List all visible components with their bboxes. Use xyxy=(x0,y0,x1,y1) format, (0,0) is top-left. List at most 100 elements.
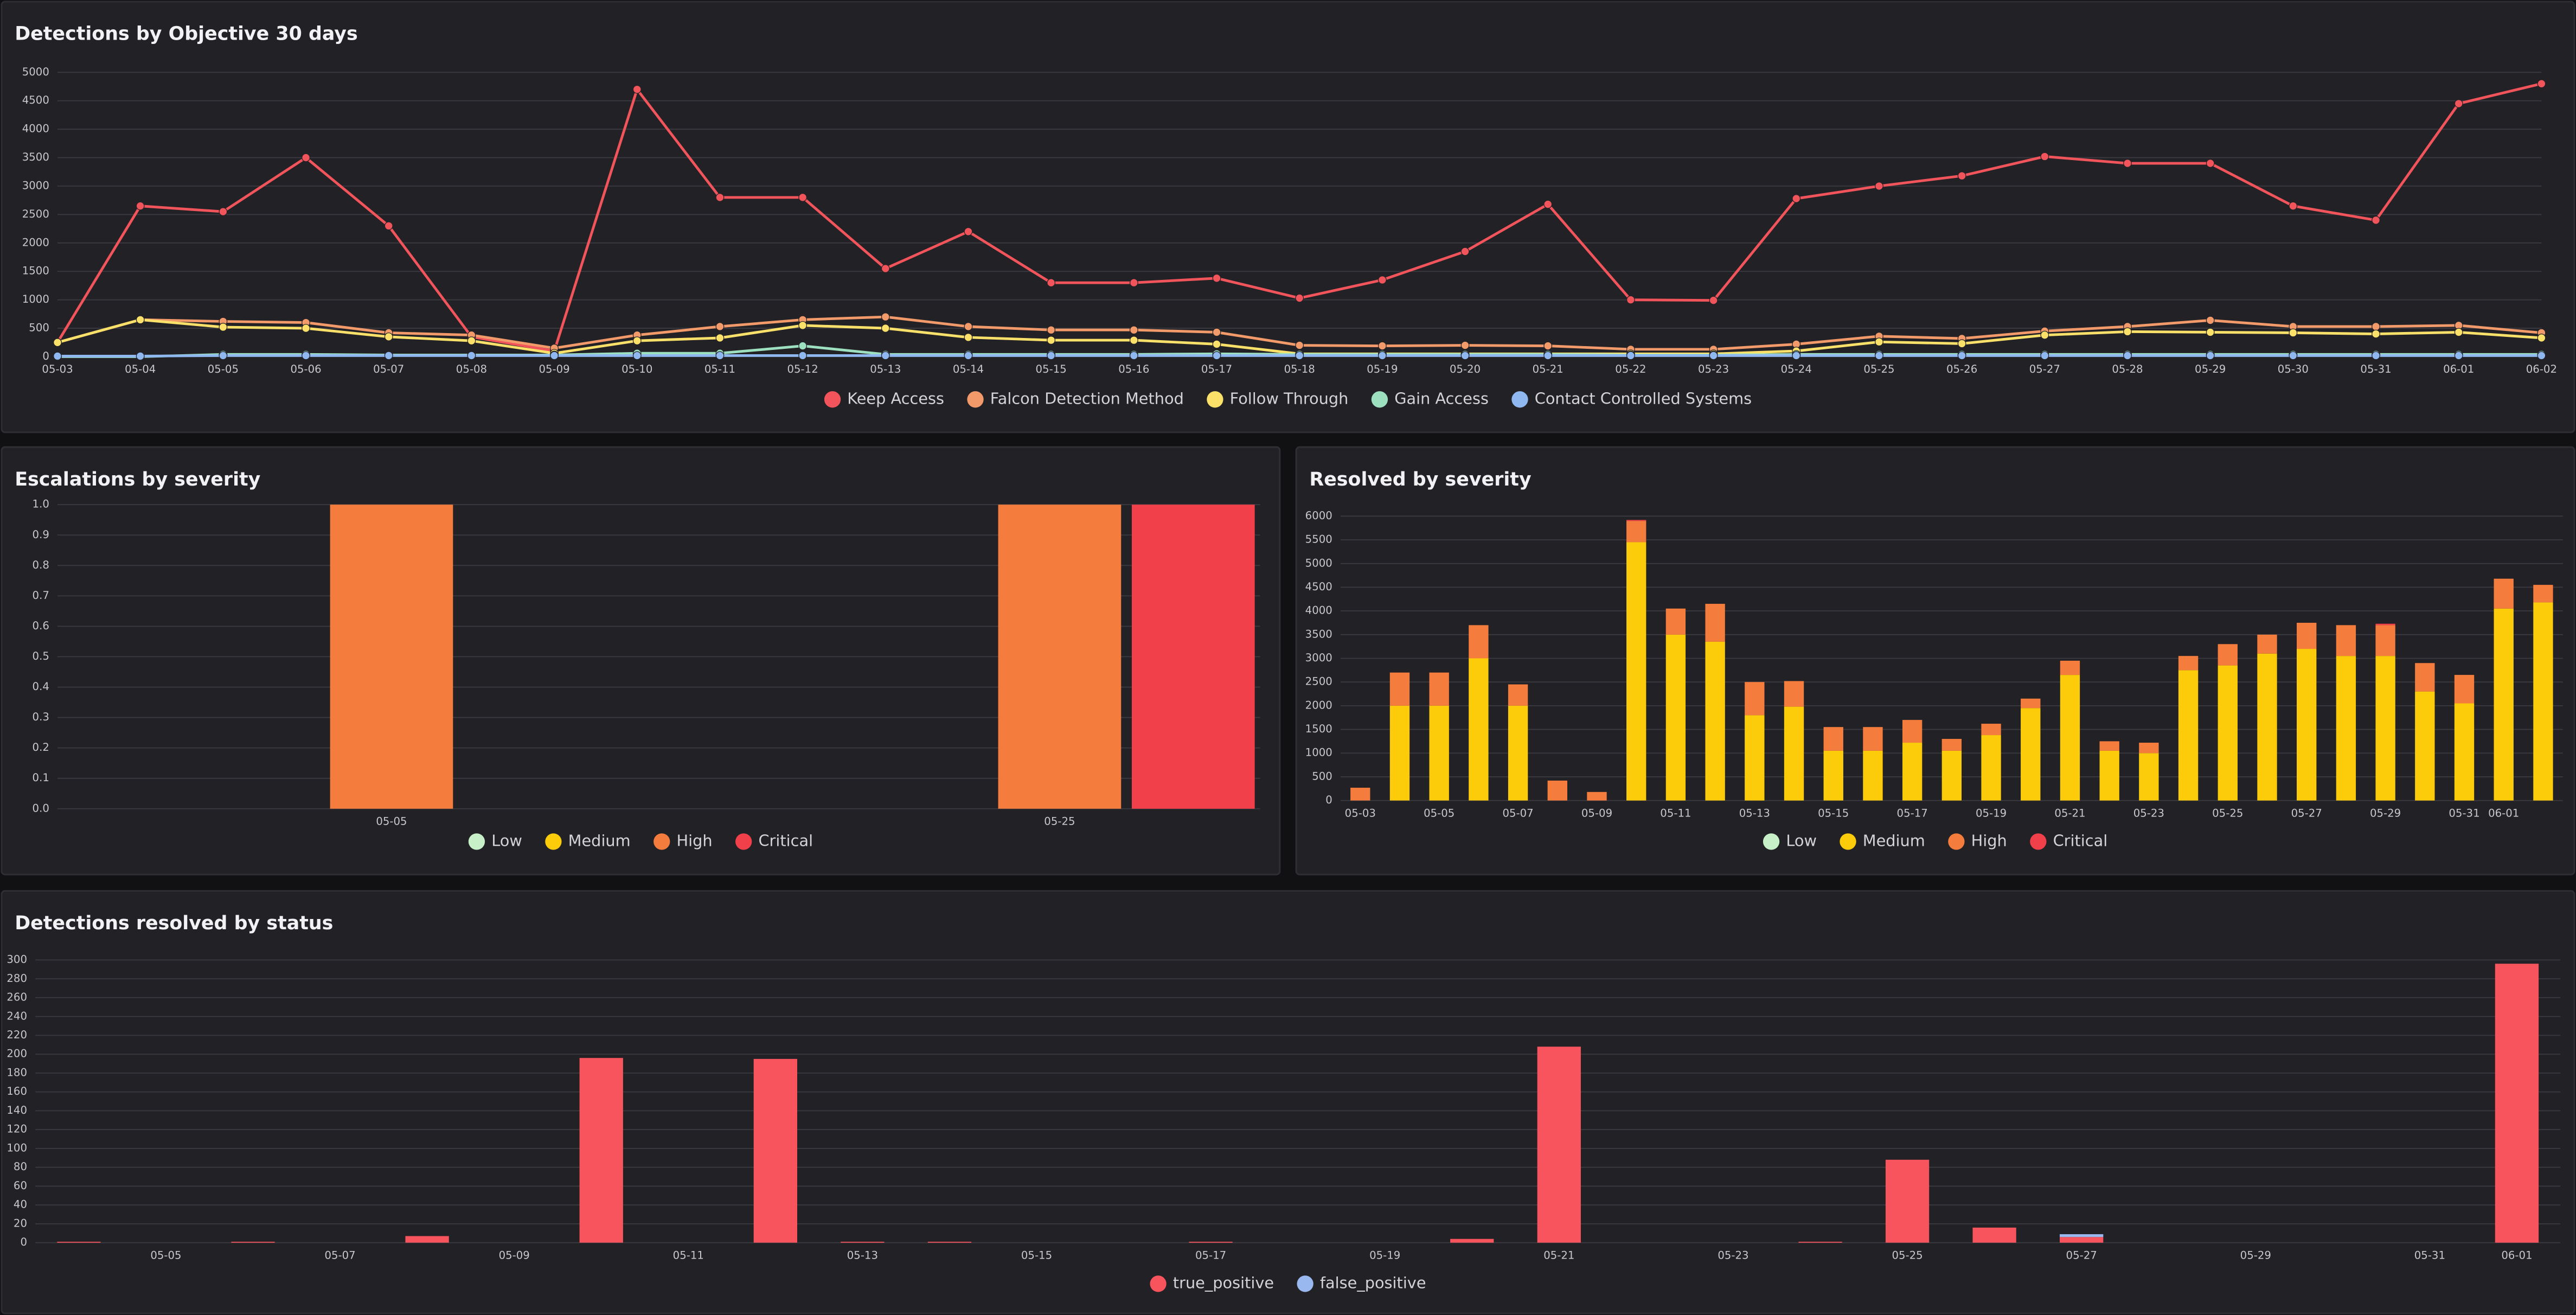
data-point xyxy=(2289,351,2298,360)
x-tick-label: 05-09 xyxy=(539,363,569,375)
x-tick-label: 05-25 xyxy=(1863,363,1894,375)
legend-label: Critical xyxy=(758,831,813,850)
bar-segment xyxy=(2454,703,2475,801)
x-tick-label: 05-05 xyxy=(376,815,407,827)
bar-segment xyxy=(2257,634,2277,654)
bar-segment xyxy=(1902,743,1923,801)
bar-segment xyxy=(1537,1046,1581,1243)
x-tick-label: 05-15 xyxy=(1818,807,1849,819)
bar-segment xyxy=(405,1236,449,1243)
x-tick-label: 06-01 xyxy=(2488,807,2519,819)
y-tick-label: 4000 xyxy=(22,123,49,135)
x-tick-label: 05-11 xyxy=(704,363,735,375)
legend-label: Medium xyxy=(1863,831,1925,850)
data-point xyxy=(715,334,725,342)
legend-swatch xyxy=(2030,833,2047,850)
legend-label: Keep Access xyxy=(847,389,944,407)
bar-segment xyxy=(2139,753,2159,801)
bar-segment xyxy=(1863,750,1883,801)
bar-segment xyxy=(2454,675,2475,704)
x-tick-label: 05-27 xyxy=(2291,807,2322,819)
data-point xyxy=(964,322,973,331)
x-tick-label: 05-03 xyxy=(1345,807,1376,819)
data-point xyxy=(881,351,890,360)
data-point xyxy=(1626,351,1635,360)
x-tick-label: 05-25 xyxy=(2212,807,2243,819)
panel-title: Resolved by severity xyxy=(1309,469,1531,490)
x-tick-label: 05-27 xyxy=(2066,1249,2097,1261)
x-tick-label: 05-23 xyxy=(2133,807,2164,819)
legend-swatch xyxy=(1763,833,1780,850)
bar-segment xyxy=(1626,542,1646,801)
legend: true_positive false_positive xyxy=(1150,1273,1426,1292)
x-tick-label: 05-25 xyxy=(1892,1249,1923,1261)
data-point xyxy=(1792,351,1801,360)
panel: Detections by Objective 30 days 0 500 1000 1… xyxy=(1,1,2575,433)
bar-segment xyxy=(1508,684,1528,706)
x-tick-label: 05-23 xyxy=(1718,1249,1748,1261)
legend-label: High xyxy=(677,831,713,850)
x-tick-label: 05-05 xyxy=(208,363,239,375)
x-tick-label: 05-08 xyxy=(456,363,487,375)
data-point xyxy=(2123,327,2132,336)
legend-label: false_positive xyxy=(1320,1273,1426,1292)
x-tick-label: 05-29 xyxy=(2240,1249,2271,1261)
bar-segment xyxy=(2060,675,2080,801)
data-point xyxy=(2454,99,2463,108)
x-tick-label: 05-14 xyxy=(953,363,984,375)
y-tick-label: 5500 xyxy=(1305,533,1332,546)
x-tick-label: 05-17 xyxy=(1897,807,1928,819)
legend-swatch xyxy=(1840,833,1856,850)
data-point xyxy=(715,193,725,202)
data-point xyxy=(2123,351,2132,360)
data-point xyxy=(219,207,228,216)
data-point xyxy=(1875,182,1883,190)
x-tick-label: 05-15 xyxy=(1036,363,1067,375)
bar-segment xyxy=(841,1241,885,1243)
bar-segment xyxy=(2060,660,2080,675)
y-tick-label: 1000 xyxy=(22,293,49,305)
x-tick-label: 05-04 xyxy=(125,363,156,375)
data-point xyxy=(2040,330,2049,340)
bar-segment xyxy=(1981,724,2001,736)
bar-segment xyxy=(927,1241,972,1243)
y-tick-label: 180 xyxy=(7,1066,27,1078)
y-tick-label: 60 xyxy=(14,1179,27,1192)
legend-swatch xyxy=(1297,1275,1313,1292)
legend-swatch xyxy=(468,833,485,850)
x-tick-label: 06-01 xyxy=(2443,363,2474,375)
data-point xyxy=(798,321,808,330)
panel: Resolved by severity 0 500 1000 1500 2000 2500… xyxy=(1295,446,2575,876)
bar-segment xyxy=(1798,1241,1842,1243)
bar-segment xyxy=(330,505,453,809)
bar-segment xyxy=(57,1241,101,1243)
bar-segment xyxy=(1745,715,1765,801)
legend-label: Contact Controlled Systems xyxy=(1535,389,1752,407)
data-point xyxy=(384,351,393,360)
bar-segment xyxy=(1941,750,1962,801)
data-point xyxy=(1378,341,1387,350)
data-point xyxy=(1957,339,1966,348)
data-point xyxy=(1875,337,1883,347)
y-tick-label: 0.6 xyxy=(33,620,49,632)
data-point xyxy=(550,351,559,360)
data-point xyxy=(2454,328,2463,337)
bar-segment xyxy=(2533,602,2553,801)
y-tick-label: 160 xyxy=(7,1085,27,1097)
data-point xyxy=(2454,351,2463,360)
data-point xyxy=(219,323,228,331)
bar-segment xyxy=(2021,708,2041,801)
data-point xyxy=(2040,152,2049,161)
y-tick-label: 20 xyxy=(14,1217,27,1229)
data-point xyxy=(53,338,62,347)
y-tick-label: 2500 xyxy=(1305,675,1332,688)
legend-swatch xyxy=(1207,391,1223,408)
bar-segment xyxy=(2297,649,2317,801)
data-point xyxy=(1875,351,1883,360)
data-point xyxy=(2206,351,2215,360)
y-tick-label: 500 xyxy=(1312,770,1332,782)
data-point xyxy=(881,312,890,322)
y-tick-label: 2000 xyxy=(22,236,49,248)
data-point xyxy=(2206,159,2215,168)
data-point xyxy=(1047,278,1056,288)
